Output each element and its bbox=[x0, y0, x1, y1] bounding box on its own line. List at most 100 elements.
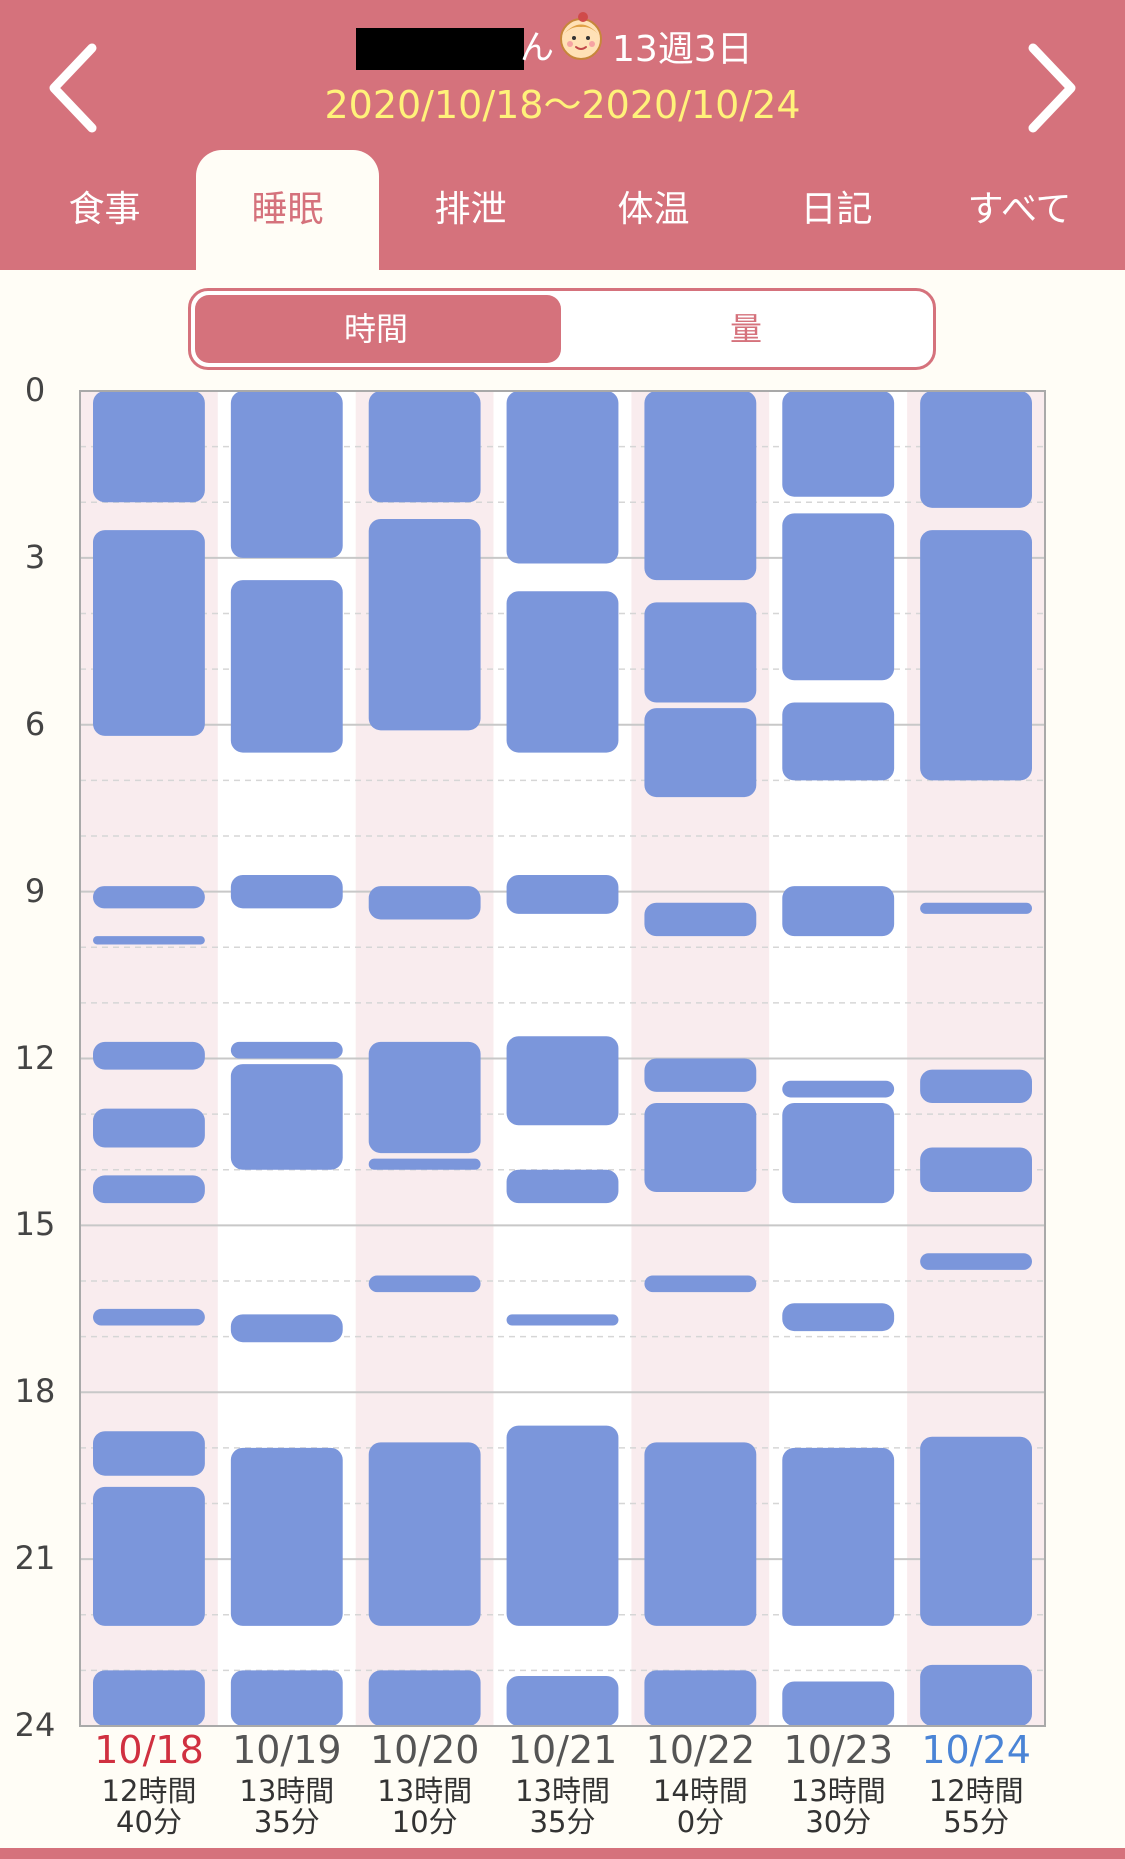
sleep-bar bbox=[920, 1069, 1032, 1103]
sleep-bar bbox=[93, 1486, 205, 1626]
duration-minutes: 55分 bbox=[943, 1805, 1010, 1839]
sleep-bar bbox=[506, 391, 619, 564]
x-date-label: 10/24 bbox=[921, 1728, 1031, 1772]
y-tick-label: 18 bbox=[14, 1372, 56, 1411]
sleep-bar bbox=[93, 391, 205, 503]
x-duration-label: 14時間 0分 bbox=[631, 1776, 769, 1838]
duration-hours: 12時間 bbox=[101, 1774, 197, 1808]
sleep-bar bbox=[644, 902, 757, 937]
chevron-right-icon[interactable] bbox=[1015, 38, 1085, 138]
sleep-bar bbox=[506, 1314, 619, 1326]
sleep-bar bbox=[920, 902, 1032, 914]
sleep-bar bbox=[368, 518, 481, 731]
bottom-bar bbox=[0, 1848, 1125, 1859]
baby-age-label: 13週3日 bbox=[612, 29, 753, 70]
sleep-bar bbox=[920, 1664, 1032, 1726]
duration-hours: 13時間 bbox=[515, 1774, 611, 1808]
sleep-bar bbox=[644, 391, 757, 581]
chevron-left-icon[interactable] bbox=[40, 38, 110, 138]
sleep-bar bbox=[368, 1275, 481, 1293]
sleep-bar bbox=[368, 886, 481, 920]
sleep-bar bbox=[782, 1103, 895, 1204]
sleep-bar bbox=[93, 1108, 205, 1148]
sleep-bar bbox=[230, 1314, 343, 1343]
tab-diary[interactable]: 日記 bbox=[800, 189, 873, 230]
sleep-bar bbox=[782, 1681, 895, 1726]
week-date-range: 2020/10/18〜2020/10/24 bbox=[324, 83, 801, 127]
tab-sleep[interactable]: 睡眠 bbox=[251, 189, 324, 230]
sleep-bar bbox=[93, 1041, 205, 1070]
sleep-bar bbox=[368, 391, 481, 503]
sleep-bar bbox=[644, 1442, 757, 1626]
view-mode-toggle: 時間 量 bbox=[188, 288, 936, 370]
sleep-bar bbox=[644, 708, 757, 798]
y-tick-label: 15 bbox=[14, 1205, 56, 1244]
sleep-bar bbox=[93, 1670, 205, 1726]
sleep-bar bbox=[782, 1303, 895, 1332]
sleep-bar bbox=[230, 580, 343, 753]
sleep-bar bbox=[782, 513, 895, 681]
x-duration-label: 13時間 30分 bbox=[769, 1776, 907, 1838]
sleep-bar bbox=[506, 1036, 619, 1126]
sleep-bar bbox=[506, 874, 619, 914]
sleep-bar bbox=[920, 1253, 1032, 1270]
x-date-label: 10/19 bbox=[232, 1728, 342, 1772]
sleep-bar bbox=[368, 1442, 481, 1626]
sleep-bar bbox=[93, 886, 205, 909]
y-tick-label: 21 bbox=[14, 1539, 56, 1578]
x-duration-label: 12時間 55分 bbox=[907, 1776, 1045, 1838]
sleep-bar bbox=[644, 1058, 757, 1092]
sleep-bar bbox=[230, 874, 343, 909]
x-date-label: 10/18 bbox=[94, 1728, 204, 1772]
sleep-bar bbox=[920, 391, 1032, 508]
segment-amount-button[interactable]: 量 bbox=[729, 310, 762, 348]
x-date-label: 10/20 bbox=[369, 1728, 480, 1772]
sleep-bar bbox=[93, 936, 205, 945]
x-date-label: 10/22 bbox=[645, 1728, 756, 1772]
x-duration-label: 12時間 40分 bbox=[80, 1776, 218, 1838]
segment-time-button[interactable]: 時間 bbox=[343, 310, 408, 348]
duration-minutes: 35分 bbox=[529, 1805, 596, 1839]
sleep-bar bbox=[93, 1431, 205, 1476]
duration-hours: 13時間 bbox=[790, 1774, 886, 1808]
baby-face-icon bbox=[553, 8, 609, 64]
sleep-bar bbox=[506, 1425, 619, 1626]
x-date-label: 10/23 bbox=[783, 1728, 894, 1772]
sleep-bar bbox=[644, 1670, 757, 1726]
sleep-bar bbox=[230, 391, 343, 558]
segment-active-indicator bbox=[195, 295, 561, 363]
tab-temperature[interactable]: 体温 bbox=[617, 189, 690, 230]
sleep-bar bbox=[644, 602, 757, 703]
baby-name-fragment: ん bbox=[520, 28, 554, 68]
sleep-bar bbox=[782, 391, 895, 497]
sleep-bar bbox=[506, 591, 619, 753]
y-tick-label: 6 bbox=[24, 704, 46, 743]
sleep-bar bbox=[920, 530, 1032, 781]
duration-minutes: 0分 bbox=[676, 1805, 725, 1839]
duration-hours: 12時間 bbox=[928, 1774, 1024, 1808]
header: ん 13週3日 2020/10/18〜2020/10/24 食事 睡眠 排泄 体… bbox=[0, 0, 1125, 275]
sleep-bar bbox=[920, 1147, 1032, 1192]
sleep-bar bbox=[368, 1041, 481, 1154]
x-duration-label: 13時間 35分 bbox=[218, 1776, 356, 1838]
sleep-bar bbox=[920, 1436, 1032, 1626]
sleep-bar bbox=[93, 1308, 205, 1326]
y-tick-label: 9 bbox=[24, 871, 46, 910]
duration-hours: 13時間 bbox=[239, 1774, 335, 1808]
duration-hours: 13時間 bbox=[377, 1774, 473, 1808]
sleep-bar bbox=[368, 1158, 481, 1170]
active-tab-background bbox=[196, 150, 379, 275]
x-date-label: 10/21 bbox=[507, 1728, 618, 1772]
tab-all[interactable]: すべて bbox=[967, 189, 1072, 230]
sleep-bar bbox=[782, 1080, 895, 1098]
sleep-bar bbox=[93, 530, 205, 736]
tab-meal[interactable]: 食事 bbox=[68, 189, 141, 230]
tab-excretion[interactable]: 排泄 bbox=[434, 189, 507, 230]
sleep-bar bbox=[782, 886, 895, 937]
duration-minutes: 40分 bbox=[116, 1805, 182, 1839]
sleep-bar bbox=[644, 1103, 757, 1192]
sleep-bar bbox=[230, 1064, 343, 1170]
x-duration-label: 13時間 10分 bbox=[356, 1776, 494, 1838]
sleep-bar bbox=[93, 1175, 205, 1204]
